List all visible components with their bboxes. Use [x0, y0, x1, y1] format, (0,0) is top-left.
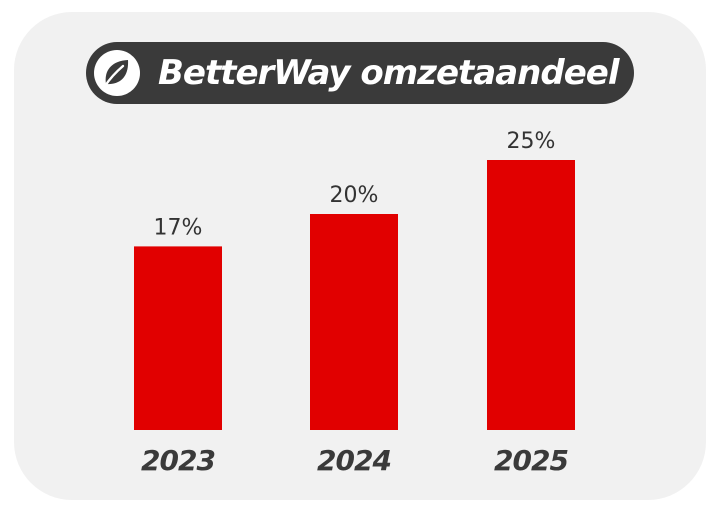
bar-2024 [310, 214, 398, 430]
leaf-icon [94, 50, 140, 96]
chart-title: BetterWay omzetaandeel [158, 53, 619, 93]
category-label-2024: 2024 [317, 444, 391, 477]
value-label-2023: 17% [154, 215, 203, 240]
category-label-2025: 2025 [494, 444, 568, 477]
bar-2023 [134, 246, 222, 430]
title-banner: BetterWay omzetaandeel [86, 42, 634, 104]
value-label-2024: 20% [330, 183, 379, 208]
value-label-2025: 25% [507, 129, 556, 154]
bar-2025 [487, 160, 575, 430]
category-label-2023: 2023 [141, 444, 215, 477]
